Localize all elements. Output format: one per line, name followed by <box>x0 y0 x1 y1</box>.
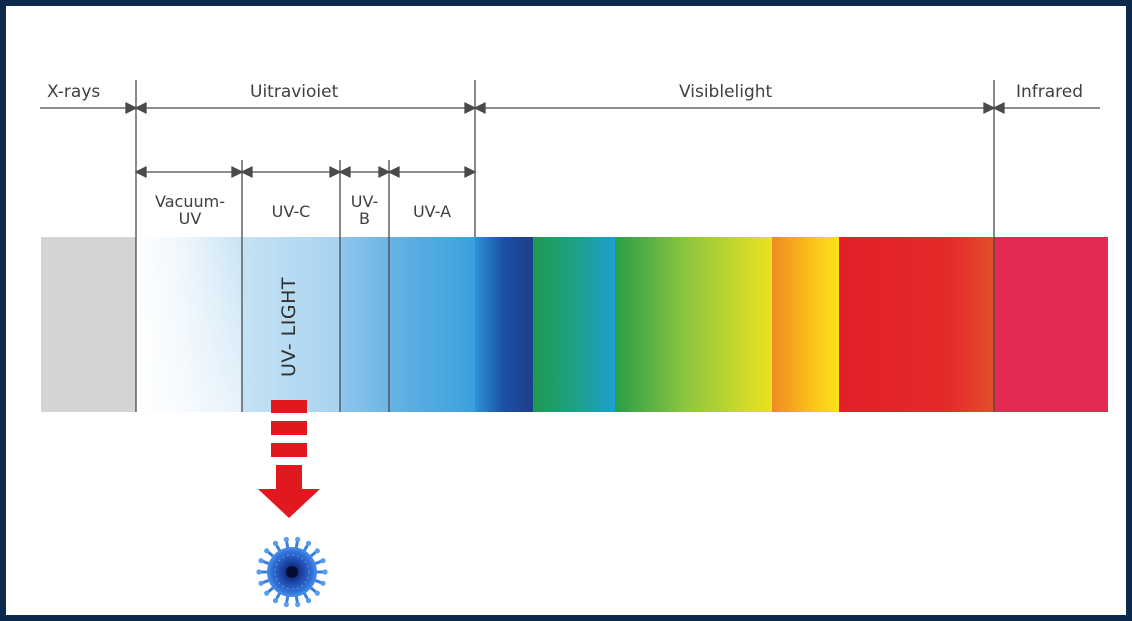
band-range-arrows <box>40 101 1100 115</box>
virus-icon <box>256 536 328 608</box>
red-region <box>839 237 994 412</box>
diagram-frame: X-rays Uitravioiet Visiblelight Infrared… <box>6 6 1126 615</box>
spectrum-bar <box>41 237 1108 412</box>
uv-c-region <box>242 237 340 412</box>
uv-a-label: UV-A <box>412 202 452 221</box>
infrared-label: Infrared <box>1016 82 1084 102</box>
electromagnetic-spectrum-diagram: X-rays Uitravioiet Visiblelight Infrared… <box>6 6 1126 615</box>
uv-b-region <box>340 237 389 412</box>
uv-c-label: UV-C <box>271 202 311 221</box>
green-yellow-region <box>615 237 772 412</box>
uv-a-region <box>389 237 475 412</box>
uv-subband-arrows <box>134 165 477 179</box>
ultraviolet-label: Uitravioiet <box>250 82 339 102</box>
spectrum-graphic <box>40 80 1108 608</box>
infrared-region <box>994 237 1108 412</box>
visible-light-label: Visiblelight <box>679 82 773 102</box>
red-down-arrow-icon <box>258 400 320 518</box>
green-cyan-region <box>533 237 615 412</box>
uv-light-label: UV- LIGHT <box>278 277 300 377</box>
xray-region <box>41 237 136 412</box>
xrays-label: X-rays <box>47 82 101 102</box>
violet-region <box>475 237 533 412</box>
vacuum-uv-label: Vacuum- UV <box>155 192 225 228</box>
uv-b-label: UV- B <box>350 192 379 228</box>
band-dividers <box>135 80 995 412</box>
orange-region <box>772 237 839 412</box>
